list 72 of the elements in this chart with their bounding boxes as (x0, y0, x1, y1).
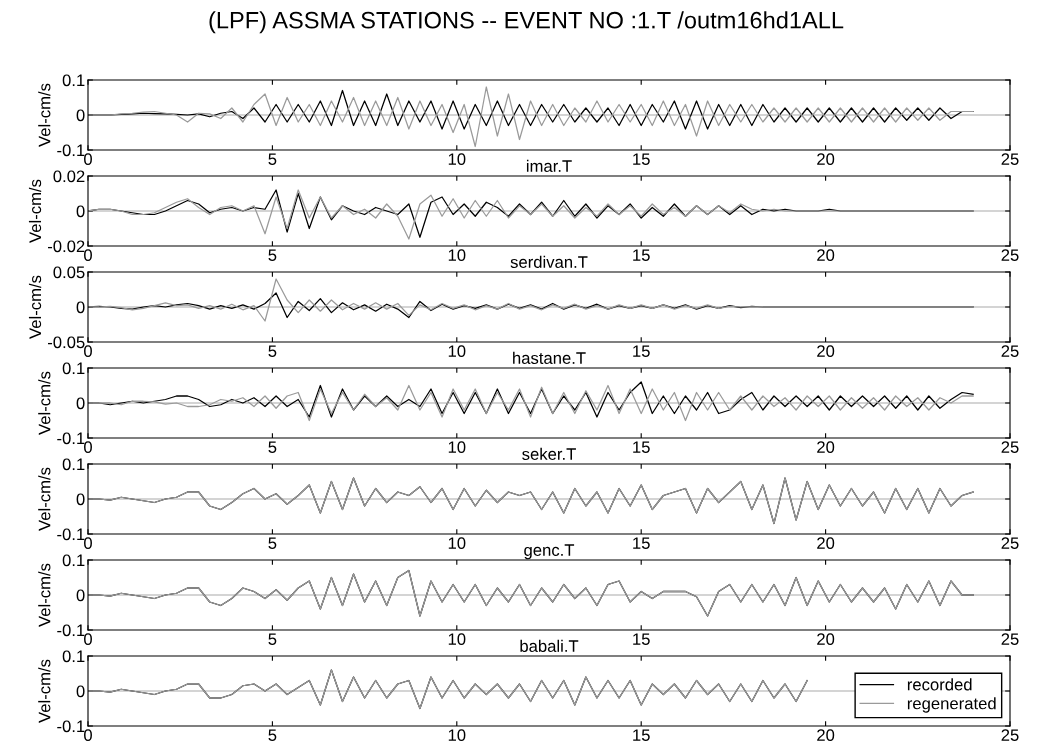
y-tick-label: 0 (76, 397, 85, 410)
x-tick-label: 5 (268, 537, 277, 550)
y-tick-label: -0.1 (57, 720, 85, 733)
x-tick-label: 5 (268, 345, 277, 358)
x-tick-label: 10 (448, 345, 466, 358)
x-tick-label: 25 (1001, 729, 1019, 742)
x-tick-label: 10 (448, 537, 466, 550)
y-axis-title: Vel-cm/s (38, 563, 51, 627)
x-tick-label: 20 (817, 441, 835, 454)
x-tick-label: 5 (268, 153, 277, 166)
y-axis-title: Vel-cm/s (38, 83, 51, 147)
x-tick-label: 20 (817, 345, 835, 358)
y-tick-label: -0.05 (47, 336, 85, 349)
x-tick-label: 5 (268, 633, 277, 646)
x-tick-label: 25 (1001, 633, 1019, 646)
y-tick-label: -0.1 (57, 624, 85, 637)
x-tick-label: 15 (633, 441, 650, 454)
x-tick-label: 20 (817, 249, 835, 262)
legend-label: regenerated (907, 697, 996, 713)
x-tick-label: 20 (817, 729, 835, 742)
x-tick-label: 15 (633, 729, 650, 742)
y-axis-title: Vel-cm/s (38, 371, 51, 435)
chart-subtitle: genc.T (524, 544, 575, 560)
chart-subtitle: imar.T (526, 159, 572, 172)
legend-label: recorded (907, 678, 972, 691)
x-tick-label: 15 (633, 153, 650, 166)
x-tick-label: 20 (817, 537, 835, 550)
x-tick-label: 25 (1001, 441, 1019, 454)
y-tick-label: -0.1 (57, 144, 85, 157)
y-tick-label: 0 (76, 301, 85, 314)
x-tick-label: 25 (1001, 345, 1019, 358)
x-tick-label: 25 (1001, 153, 1019, 166)
y-tick-label: -0.02 (47, 240, 85, 253)
y-tick-label: 0 (76, 685, 85, 698)
y-tick-label: 0.02 (53, 170, 85, 183)
chart-subtitle: serdivan.T (510, 255, 588, 268)
y-tick-label: 0 (76, 589, 85, 602)
x-tick-label: 20 (817, 153, 835, 166)
chart-subtitle: seker.T (522, 447, 576, 460)
x-tick-label: 15 (633, 537, 650, 550)
x-tick-label: 25 (1001, 249, 1019, 262)
x-tick-label: 25 (1001, 537, 1019, 550)
x-tick-label: 15 (633, 249, 650, 262)
chart-title: (LPF) ASSMA STATIONS -- EVENT NO :1.T /outm16hd1ALL (209, 11, 844, 34)
y-axis-title: Vel-cm/s (28, 179, 42, 243)
x-tick-label: 5 (268, 441, 277, 454)
y-tick-label: -0.1 (57, 528, 85, 541)
x-tick-label: 20 (817, 633, 835, 646)
y-axis-title: Vel-cm/s (38, 467, 51, 531)
y-tick-label: 0.1 (62, 74, 85, 87)
x-tick-label: 10 (448, 729, 466, 742)
x-tick-label: 10 (448, 153, 466, 166)
x-tick-label: 5 (268, 249, 277, 262)
y-tick-label: 0.1 (62, 362, 85, 375)
y-tick-label: 0.1 (62, 554, 85, 567)
x-tick-label: 10 (448, 441, 466, 454)
y-axis-title: Vel-cm/s (38, 659, 51, 723)
x-tick-label: 10 (448, 633, 466, 646)
y-tick-label: 0 (76, 205, 85, 218)
y-tick-label: 0 (76, 109, 85, 122)
x-tick-label: 15 (633, 345, 650, 358)
y-tick-label: 0.05 (53, 266, 85, 279)
y-tick-label: 0 (76, 493, 85, 506)
x-tick-label: 15 (633, 633, 650, 646)
x-tick-label: 5 (268, 729, 277, 742)
y-tick-label: 0.1 (62, 650, 85, 663)
y-axis-title: Vel-cm/s (28, 275, 42, 339)
x-tick-label: 10 (448, 249, 466, 262)
chart-subtitle: hastane.T (513, 351, 586, 364)
y-tick-label: 0.1 (62, 458, 85, 471)
y-tick-label: -0.1 (57, 432, 85, 445)
chart-subtitle: babali.T (520, 639, 579, 652)
